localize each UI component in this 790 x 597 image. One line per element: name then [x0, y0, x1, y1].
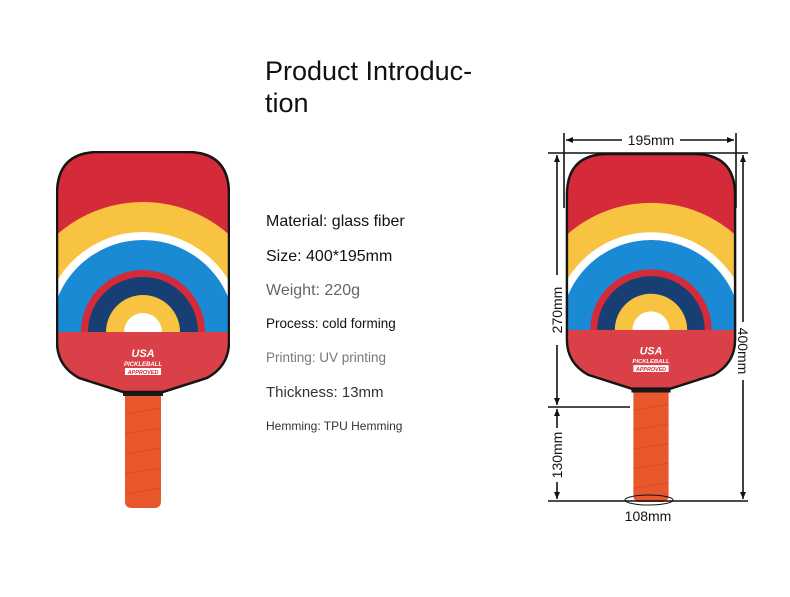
- handle-grip: [125, 382, 161, 508]
- spec-hemming: Hemming: TPU Hemming: [266, 419, 403, 433]
- logo-usa: USA: [131, 348, 154, 360]
- spec-printing: Printing: UV printing: [266, 350, 387, 365]
- total-length-label: 400mm: [735, 328, 751, 375]
- spec-material: Material: glass fiber: [266, 213, 405, 230]
- face-height-label: 270mm: [549, 287, 565, 334]
- handle-grip: [633, 378, 669, 503]
- logo-usa: USA: [640, 345, 663, 357]
- handle-length-label: 130mm: [549, 432, 565, 479]
- logo-pickleball: PICKLEBALL: [632, 359, 670, 365]
- spec-process: Process: cold forming: [266, 316, 396, 331]
- paddle-face: [57, 152, 229, 392]
- logo-approved: APPROVED: [127, 370, 159, 376]
- spec-size: Size: 400*195mm: [266, 248, 393, 265]
- width-label: 195mm: [628, 132, 675, 148]
- edge-guard: [56, 151, 230, 394]
- paddle-image-left: USA PICKLEBALL APPROVED: [56, 151, 230, 508]
- title-line-1: Product Introduc-: [265, 56, 473, 86]
- circumference-label: 108mm: [625, 508, 672, 524]
- title-line-2: tion: [265, 88, 309, 118]
- logo-approved: APPROVED: [635, 367, 666, 373]
- logo-pickleball: PICKLEBALL: [124, 362, 162, 368]
- page-title: Product Introduc- tion: [265, 55, 505, 119]
- spec-weight: Weight: 220g: [266, 282, 360, 299]
- paddle-image-right: USA PICKLEBALL APPROVED: [565, 153, 737, 503]
- spec-thickness: Thickness: 13mm: [266, 384, 384, 401]
